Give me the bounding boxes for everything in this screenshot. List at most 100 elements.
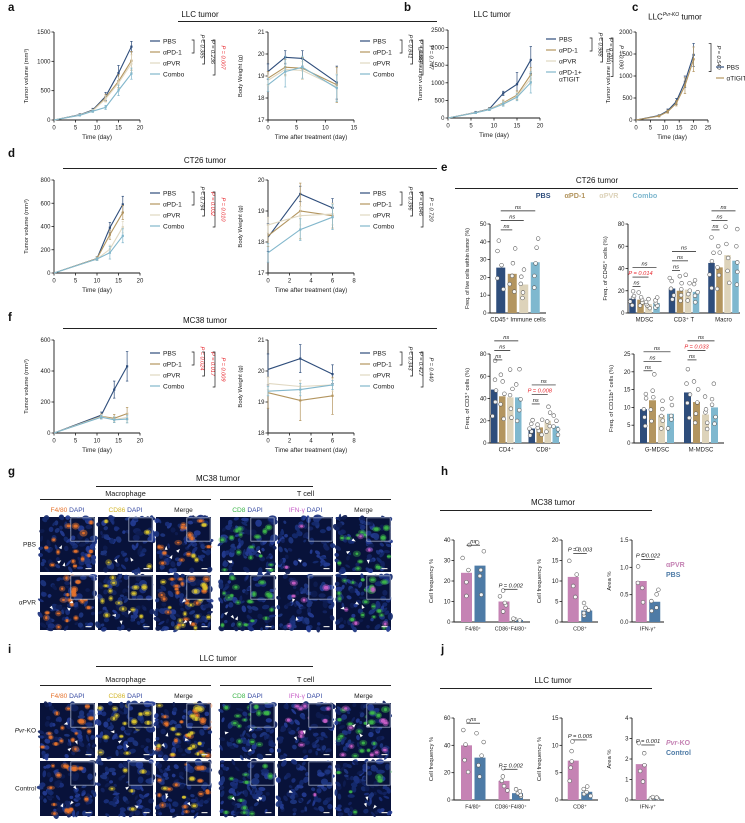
p-value: P = 0.794 [199,187,205,211]
column-header: CD86 DAPI [108,507,142,514]
y-axis-label: Cell frequency % [537,558,543,603]
arrowhead-icon [164,545,168,550]
column-header: CD8 DAPI [232,507,263,514]
svg-text:15: 15 [676,126,683,132]
svg-text:20: 20 [258,178,265,184]
bar-group-CD86⁺F4/80⁺ [498,765,524,800]
svg-text:50: 50 [480,222,487,228]
chart-j3-svg: 0 1 2 3 4 Area % P = 0.001 IFN-γ⁺ [607,716,664,811]
axis [627,224,740,314]
legend-item: Combo [373,384,395,391]
micro-image [154,758,213,819]
micro-image [218,701,278,761]
micro-image [153,572,214,633]
svg-text:18: 18 [258,240,265,246]
arrowhead-icon [62,562,66,567]
bar-Pvr-KO [567,760,579,800]
y-axis-label: Cell frequency % [537,736,543,781]
svg-text:10: 10 [661,126,668,132]
sig-label: ns [495,354,501,360]
series-αPD-1 [53,205,124,274]
svg-text:10: 10 [444,600,451,606]
svg-text:20: 20 [480,275,487,281]
arrowhead-icon [165,795,169,800]
bar-Combo [732,260,739,313]
arrowhead-icon [351,723,356,728]
arrowhead-icon [302,730,306,735]
bar-group-CD8⁺ [527,404,561,443]
scale-bar [201,626,208,628]
legend-item: αPD-1 [163,50,182,57]
row-label: Control [15,786,37,793]
bar-group-Macro [707,224,740,313]
micro-image [218,572,277,632]
micro-inset [126,700,156,730]
scale-bar [265,568,272,570]
y-axis-label: Tumor volume (mm³) [418,47,424,102]
column-header: Merge [174,693,193,700]
legend-item-Combo: Combo [632,191,658,200]
panel-b-label: b [404,2,412,14]
bar-PBS [512,619,523,622]
scale-bar [265,812,272,814]
svg-text:6: 6 [331,439,335,445]
sig-label: ns [533,398,539,404]
micro-inset [128,516,157,543]
svg-text:21: 21 [258,30,265,36]
svg-text:0: 0 [446,124,450,130]
arrowhead-icon [359,733,363,738]
panel-f-title-rule [63,328,437,329]
group-label: CD86⁺F4/80⁺ [495,627,527,633]
bar-Control [581,791,593,800]
legend-item-αPVR: αPVR [666,562,685,569]
micro-image [37,701,97,761]
arrowhead-icon [224,731,229,735]
svg-text:20: 20 [537,124,544,130]
sig-label: ns [541,379,547,385]
panel-j-title: LLC tumor [534,676,572,685]
panel-j-title-rule [440,688,652,689]
svg-text:15: 15 [552,716,559,722]
legend-item: Combo [163,224,185,231]
svg-text:10: 10 [94,279,101,285]
arrowhead-icon [224,611,229,616]
arrowhead-icon [114,558,118,564]
chart-d1: 0 200 400 600 800 Tumor volume (mm³) 0 5 10 15 20 T… [12,172,242,304]
group-label: F4/80⁺ [465,805,481,811]
legend-item: αPD-1+ [559,70,582,77]
svg-text:0: 0 [627,441,631,447]
svg-text:17: 17 [258,271,265,277]
svg-text:1500: 1500 [619,52,633,58]
column-header: Merge [174,507,193,514]
legend-item: Combo [163,72,185,79]
arrowhead-icon [69,600,74,604]
panel-f-title: MC38 tumor [182,316,227,325]
group-label: MDSC [636,318,654,324]
bar-group-CD4⁺ [490,358,523,443]
group-header-macrophage: Macrophage [105,489,146,498]
group-label: CD86⁺F4/80⁺ [495,805,527,811]
column-header: IFN-γ DAPI [289,693,323,700]
svg-text:60: 60 [618,244,625,250]
micro-image [276,701,336,760]
arrowhead-icon [183,619,188,624]
svg-text:10: 10 [552,743,559,749]
sig-label: ns [649,355,655,361]
arrowhead-icon [74,740,78,745]
arrowhead-icon [169,554,173,559]
panel-j-legend: Pvr-KO Control [666,739,691,759]
sig-label: ns [716,214,722,220]
svg-text:5: 5 [74,279,78,285]
legend-item: PBS [163,39,177,46]
chart-b: 0 500 1000 1500 2000 2500 Tumor volume (mm³) 0 5… [396,22,636,150]
svg-text:0.5: 0.5 [620,593,629,599]
series-Combo [266,55,338,102]
y-axis-label: Freq. of CD3⁺ cells (%) [464,368,471,429]
chart-j2-svg: 0 5 10 15 Cell frequency % P = 0.005 CD8⁺ [537,716,598,811]
svg-text:0: 0 [266,439,270,445]
svg-text:2500: 2500 [431,28,445,34]
svg-text:25: 25 [624,352,631,358]
svg-text:15: 15 [115,279,122,285]
chart-j1: 0 20 40 60 Cell frequency % ns F4/80⁺ P = 0.002… [424,702,536,814]
y-axis-label: Tumor volume (mm³) [24,199,30,254]
